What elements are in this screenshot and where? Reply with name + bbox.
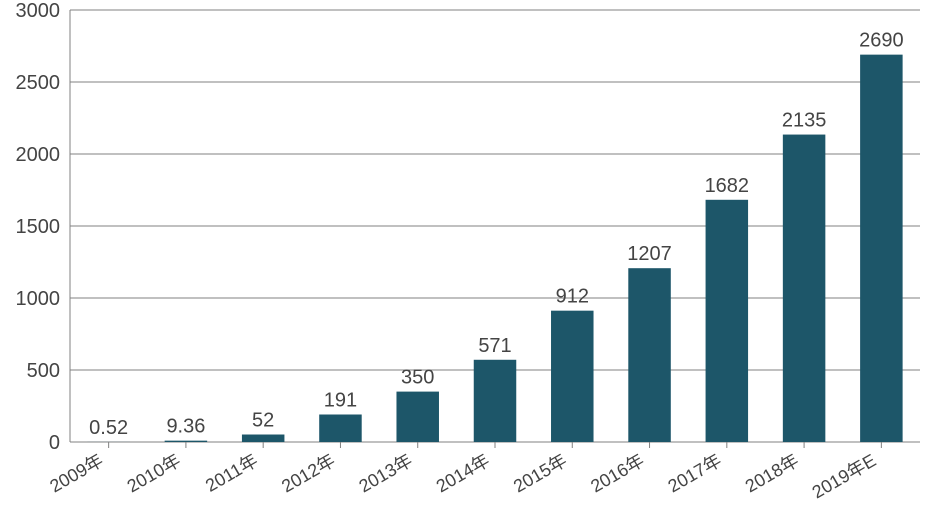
bar [319, 414, 362, 442]
y-tick-label: 500 [27, 360, 60, 382]
bar [551, 311, 594, 442]
bar [628, 268, 671, 442]
bar-chart: 0500100015002000250030000.522009年9.36201… [0, 0, 930, 514]
bar [474, 360, 517, 442]
bar-value-label: 9.36 [166, 416, 205, 438]
y-tick-label: 1000 [16, 288, 61, 310]
bar-value-label: 2135 [782, 110, 827, 132]
bar-value-label: 571 [478, 335, 511, 357]
bar-value-label: 2690 [859, 30, 904, 52]
bar-value-label: 0.52 [89, 417, 128, 439]
bar-value-label: 191 [324, 389, 357, 411]
y-tick-label: 1500 [16, 216, 61, 238]
bar [783, 135, 826, 442]
y-tick-label: 3000 [16, 0, 61, 22]
bar-value-label: 1207 [627, 243, 672, 265]
bar [706, 200, 749, 442]
bar-value-label: 350 [401, 367, 434, 389]
bar-value-label: 912 [556, 286, 589, 308]
bar-value-label: 52 [252, 410, 274, 432]
bar-value-label: 1682 [705, 175, 750, 197]
y-tick-label: 0 [49, 432, 60, 454]
chart-svg: 0500100015002000250030000.522009年9.36201… [0, 0, 930, 514]
bar [242, 435, 285, 442]
y-tick-label: 2500 [16, 72, 61, 94]
bar [165, 441, 208, 442]
y-tick-label: 2000 [16, 144, 61, 166]
bar [396, 392, 439, 442]
bar [860, 55, 903, 442]
